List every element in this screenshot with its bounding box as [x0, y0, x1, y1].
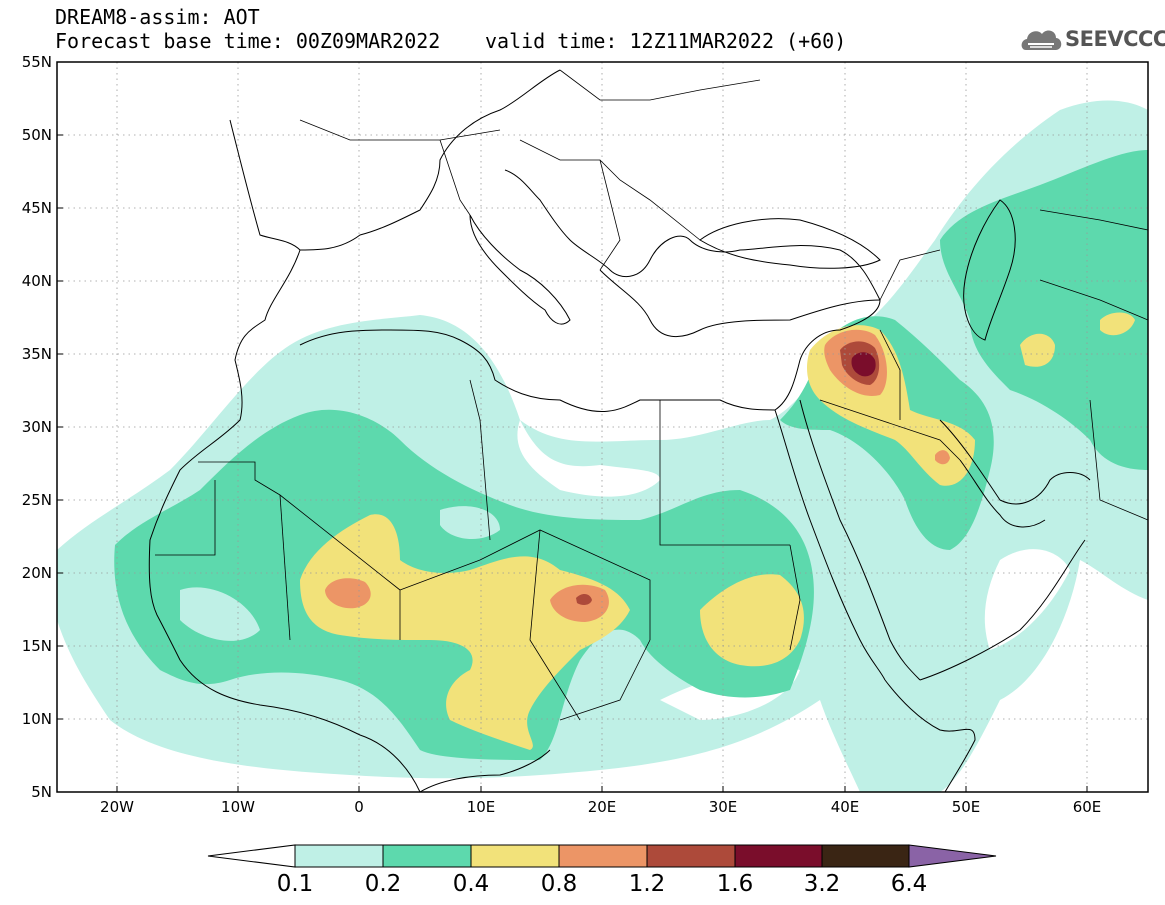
- lon-labels: 20W 10W 0 10E 20E 30E 40E 50E 60E: [100, 798, 1101, 816]
- lat-label: 15N: [22, 637, 52, 655]
- lon-label: 50E: [952, 798, 981, 816]
- lon-label: 20W: [100, 798, 134, 816]
- lat-labels: 55N 50N 45N 40N 35N 30N 25N 20N 15N 10N …: [22, 53, 52, 801]
- colorbar-label: 0.1: [277, 871, 314, 897]
- lat-label: 10N: [22, 710, 52, 728]
- forecast-base-time: Forecast base time: 00Z09MAR2022: [55, 29, 441, 53]
- map-title: DREAM8-assim: AOT: [55, 5, 260, 29]
- lon-label: 0: [354, 798, 364, 816]
- gridlines: [57, 62, 1148, 792]
- lat-label: 40N: [22, 272, 52, 290]
- colorbar-bin: [382, 844, 472, 868]
- lat-label: 50N: [22, 126, 52, 144]
- colorbar-bin: [734, 844, 823, 868]
- lon-label: 30E: [709, 798, 738, 816]
- colorbar-label: 0.8: [541, 871, 578, 897]
- colorbar-label: 0.2: [365, 871, 402, 897]
- colorbar: [207, 844, 997, 868]
- coastlines-borders: [148, 69, 1148, 792]
- colorbar-high-arrow: [908, 844, 997, 868]
- lat-label: 30N: [22, 418, 52, 436]
- colorbar-bin: [294, 844, 384, 868]
- colorbar-bin: [646, 844, 736, 868]
- lat-label: 20N: [22, 564, 52, 582]
- colorbar-bin: [821, 844, 910, 868]
- lat-label: 55N: [22, 53, 52, 71]
- tick-marks: [57, 61, 1088, 793]
- valid-time: valid time: 12Z11MAR2022 (+60): [485, 29, 847, 53]
- colorbar-label: 6.4: [891, 871, 928, 897]
- colorbar-label: 1.6: [717, 871, 754, 897]
- aot-level-1.6: [851, 352, 876, 377]
- colorbar-bin: [558, 844, 648, 868]
- lon-label: 10E: [467, 798, 496, 816]
- lon-label: 60E: [1073, 798, 1102, 816]
- lon-label: 20E: [588, 798, 617, 816]
- lat-label: 45N: [22, 199, 52, 217]
- cloud-logo-icon: [1021, 30, 1062, 50]
- logo-text: SEEVCCC: [1065, 27, 1165, 51]
- colorbar-low-arrow: [207, 844, 296, 868]
- colorbar-label: 3.2: [804, 871, 841, 897]
- aot-level-0.2-central-asia: [940, 150, 1148, 470]
- lon-label: 40E: [831, 798, 860, 816]
- aot-level-0.4-central-asia: [1020, 333, 1055, 367]
- aot-shading: [57, 100, 1148, 792]
- colorbar-label: 0.4: [453, 871, 490, 897]
- colorbar-bin: [470, 844, 560, 868]
- colorbar-label: 1.2: [629, 871, 666, 897]
- aot-level-0.4-sudan: [700, 574, 804, 667]
- lon-label: 10W: [221, 798, 255, 816]
- colorbar-labels: 0.1 0.2 0.4 0.8 1.2 1.6 3.2 6.4: [277, 871, 928, 897]
- lat-label: 35N: [22, 345, 52, 363]
- lat-label: 5N: [31, 783, 52, 801]
- lat-label: 25N: [22, 491, 52, 509]
